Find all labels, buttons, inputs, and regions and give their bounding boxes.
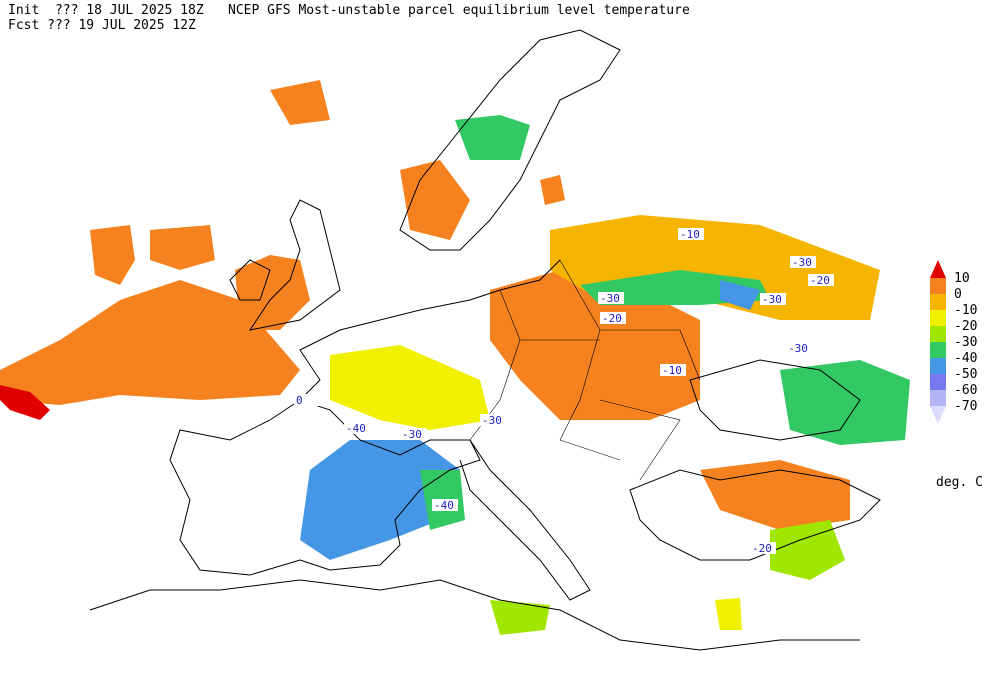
coastline bbox=[89, 579, 860, 651]
coastline bbox=[629, 469, 881, 561]
legend-label: -50 bbox=[954, 367, 977, 382]
contour-label-bg bbox=[600, 312, 626, 324]
coastline bbox=[229, 259, 271, 301]
legend-label: 10 bbox=[954, 271, 970, 286]
legend-swatch bbox=[930, 310, 946, 326]
contour-label-bg bbox=[432, 499, 458, 511]
field-patch bbox=[330, 345, 490, 430]
contour-label-bg bbox=[344, 422, 370, 434]
legend-swatch bbox=[930, 374, 946, 390]
legend-label: -70 bbox=[954, 399, 977, 414]
contour-label: -20 bbox=[602, 312, 622, 325]
contour-label-bg bbox=[480, 414, 506, 426]
contour-label-bg bbox=[400, 428, 426, 440]
legend-label: -60 bbox=[954, 383, 977, 398]
contour-label: -10 bbox=[662, 364, 682, 377]
coastline bbox=[169, 399, 481, 576]
contour-label: -40 bbox=[346, 422, 366, 435]
field-patch bbox=[490, 270, 700, 420]
legend-unit: deg. C bbox=[936, 475, 983, 490]
contour-label-bg bbox=[678, 228, 704, 240]
legend: 100-10-20-30-40-50-60-70 bbox=[930, 260, 977, 424]
coastline bbox=[399, 29, 621, 251]
field-patch bbox=[540, 175, 565, 205]
legend-swatch bbox=[930, 326, 946, 342]
contour-label: -20 bbox=[810, 274, 830, 287]
legend-swatch bbox=[930, 406, 946, 424]
legend-label: -20 bbox=[954, 319, 977, 334]
legend-swatch bbox=[930, 278, 946, 294]
legend-swatch bbox=[930, 342, 946, 358]
header-fcst: Fcst ??? 19 JUL 2025 12Z bbox=[8, 18, 196, 33]
legend-label: -10 bbox=[954, 303, 977, 318]
field-patch bbox=[400, 160, 470, 240]
coastline bbox=[689, 359, 861, 441]
legend-label: -30 bbox=[954, 335, 977, 350]
contour-label-bg bbox=[760, 293, 786, 305]
field-patch bbox=[455, 115, 530, 160]
field-patch bbox=[235, 255, 310, 330]
header-title: NCEP GFS Most-unstable parcel equilibriu… bbox=[228, 3, 690, 18]
contour-label: -30 bbox=[788, 342, 808, 355]
contour-label-bg bbox=[750, 542, 776, 554]
coastline bbox=[299, 259, 561, 401]
contour-label: -30 bbox=[600, 292, 620, 305]
contour-label-bg bbox=[790, 256, 816, 268]
border bbox=[469, 259, 701, 481]
field-patch bbox=[0, 385, 50, 420]
contour-label-bg bbox=[808, 274, 834, 286]
contour-label: -10 bbox=[680, 228, 700, 241]
coastlines bbox=[89, 29, 881, 651]
field-patch bbox=[150, 225, 215, 270]
field-patch bbox=[780, 360, 910, 445]
contour-label-bg bbox=[786, 342, 812, 354]
contour-label-bg bbox=[598, 292, 624, 304]
contour-label: -30 bbox=[762, 293, 782, 306]
header-init: Init ??? 18 JUL 2025 18Z bbox=[8, 3, 204, 18]
contour-labels: -10 -30 -20 -30 -20 -30 -30 -10 0 -30 -40 -30 -40 -20 bbox=[294, 228, 834, 555]
field-patch bbox=[270, 80, 330, 125]
field-patch bbox=[0, 280, 300, 405]
field-patch bbox=[720, 280, 760, 310]
coastline bbox=[248, 199, 341, 331]
field-patch bbox=[770, 520, 845, 580]
legend-label: -40 bbox=[954, 351, 977, 366]
field-layer bbox=[0, 80, 910, 635]
legend-swatch bbox=[930, 390, 946, 406]
contour-label: -30 bbox=[792, 256, 812, 269]
field-patch bbox=[90, 225, 135, 285]
coastline bbox=[459, 439, 591, 601]
field-patch bbox=[715, 598, 742, 630]
contour-label-bg bbox=[294, 394, 320, 406]
contour-label: 0 bbox=[296, 394, 303, 407]
legend-label: 0 bbox=[954, 287, 962, 302]
legend-swatch bbox=[930, 358, 946, 374]
field-patch bbox=[490, 600, 550, 635]
contour-label-bg bbox=[660, 364, 686, 376]
contour-label: -40 bbox=[434, 499, 454, 512]
contour-label: -20 bbox=[752, 542, 772, 555]
contour-label: -30 bbox=[402, 428, 422, 441]
legend-swatch bbox=[930, 260, 946, 278]
contour-label: -30 bbox=[482, 414, 502, 427]
legend-swatch bbox=[930, 294, 946, 310]
